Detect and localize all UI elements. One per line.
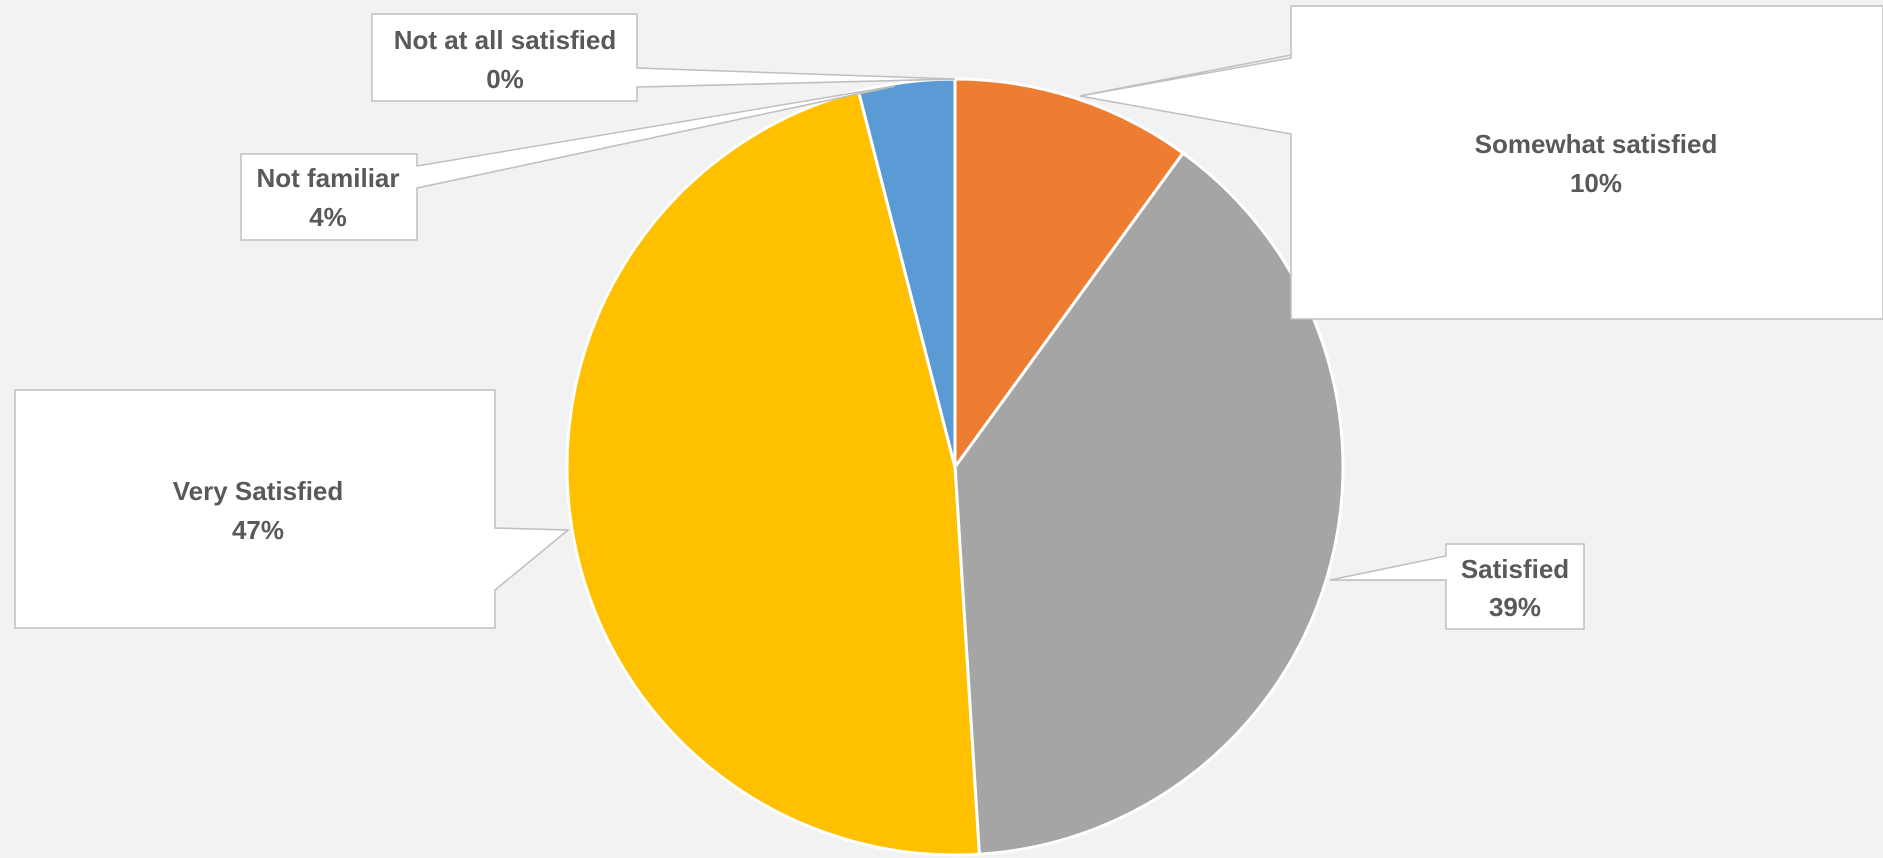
slice-label-value: 10% <box>1570 168 1622 198</box>
callout-very-satisfied: Very Satisfied 47% <box>14 389 571 629</box>
slice-label-value: 0% <box>486 64 524 94</box>
callout-box <box>1079 5 1883 320</box>
callout-box <box>240 85 896 241</box>
pie-slices <box>565 77 1345 857</box>
callout-box <box>1329 543 1585 630</box>
callout-not-familiar: Not familiar 4% <box>240 85 896 241</box>
pie-slice-somewhat-satisfied <box>953 77 1186 472</box>
callout-box <box>14 389 571 629</box>
slice-label-value: 39% <box>1489 592 1541 622</box>
slice-label-name: Not at all satisfied <box>394 25 617 55</box>
callout-box <box>371 13 956 102</box>
callout-somewhat-satisfied: Somewhat satisfied 10% <box>1079 5 1883 320</box>
pie-slice-very-satisfied <box>565 89 981 857</box>
slice-label-value: 4% <box>309 202 347 232</box>
pie-slice-satisfied <box>953 151 1345 856</box>
callout-not-at-all-satisfied: Not at all satisfied 0% <box>371 13 956 102</box>
slice-label-name: Not familiar <box>256 163 399 193</box>
slice-label-name: Satisfied <box>1461 554 1569 584</box>
callout-satisfied: Satisfied 39% <box>1329 543 1585 630</box>
slice-label-name: Somewhat satisfied <box>1475 129 1718 159</box>
slice-label-value: 47% <box>232 515 284 545</box>
slice-label-name: Very Satisfied <box>173 476 344 506</box>
